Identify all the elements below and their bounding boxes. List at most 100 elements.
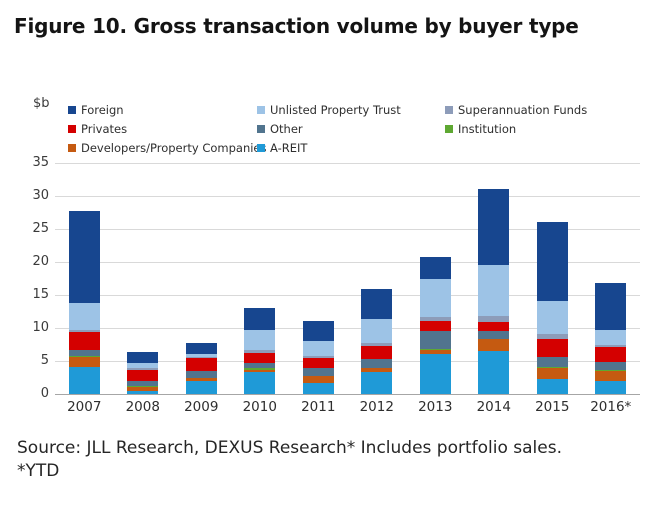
legend-item: Superannuation Funds [445, 100, 587, 119]
bar-segment [595, 330, 627, 346]
y-axis-unit-label: $b [33, 96, 50, 111]
bar-segment [244, 369, 276, 373]
bar-segment [68, 357, 100, 367]
bar-segment [244, 363, 276, 369]
bar-column-2008 [114, 163, 173, 394]
x-axis-tick-label: 2016* [590, 399, 632, 415]
bar-segment [302, 356, 334, 359]
bar-column-2007 [55, 163, 114, 394]
bar-segment [244, 349, 276, 354]
stacked-bar [244, 307, 276, 394]
bar-segment [536, 300, 568, 334]
stacked-bar [185, 342, 217, 394]
bar-segment [127, 390, 159, 394]
bar-segment [419, 279, 451, 318]
gridline [55, 361, 640, 362]
legend-item-label: Other [270, 121, 303, 136]
legend-swatch-icon [445, 124, 453, 133]
bar-segment [127, 363, 159, 369]
stacked-bar [478, 189, 510, 394]
bar-segment [419, 320, 451, 332]
bar-segment [302, 367, 334, 376]
bar-segment [536, 338, 568, 358]
legend-item: Privates [68, 119, 267, 138]
bar-segment [127, 386, 159, 387]
stacked-bar [361, 289, 393, 394]
bar-segment [68, 210, 100, 303]
legend-item-label: Unlisted Property Trust [270, 102, 401, 117]
x-axis-tick-label: 2012 [359, 399, 394, 415]
source-note: Source: JLL Research, DEXUS Research* In… [17, 437, 562, 483]
bar-segment [419, 331, 451, 350]
bar-segment [185, 342, 217, 354]
bar-segment [68, 302, 100, 331]
legend-item-label: Privates [81, 121, 128, 136]
bar-column-2014 [465, 163, 524, 394]
legend: Foreign Privates Developers/Property Compa… [0, 100, 650, 158]
legend-swatch-icon [68, 124, 76, 133]
bar-segment [595, 370, 627, 371]
bars-row [55, 163, 640, 394]
bar-segment [595, 380, 627, 394]
bar-segment [185, 370, 217, 378]
gridline [55, 328, 640, 329]
stacked-bar [419, 257, 451, 394]
bar-segment [361, 367, 393, 369]
x-axis-tick-label: 2015 [535, 399, 570, 415]
bar-segment [361, 318, 393, 343]
y-axis-tick-label: 35 [32, 155, 49, 170]
bar-segment [244, 368, 276, 370]
ytd-note: *YTD [17, 461, 60, 481]
legend-swatch-icon [257, 124, 265, 133]
bar-segment [595, 362, 627, 371]
gridline [55, 262, 640, 263]
y-axis-tick-label: 15 [32, 287, 49, 302]
plot-area: 0 5 10 15 20 25 30 35 [32, 155, 640, 401]
gridline [55, 295, 640, 296]
bar-column-2015 [523, 163, 582, 394]
bar-column-2011 [289, 163, 348, 394]
legend-swatch-icon [257, 143, 265, 152]
bar-segment [536, 221, 568, 301]
x-axis-tick-label: 2009 [184, 399, 219, 415]
bar-segment [419, 349, 451, 355]
bar-segment [361, 345, 393, 360]
bar-segment [478, 330, 510, 339]
bar-segment [361, 289, 393, 319]
bar-segment [536, 379, 568, 394]
bar-segment [127, 368, 159, 370]
bar-segment [478, 338, 510, 340]
legend-item: Institution [445, 119, 587, 138]
legend-column: Foreign Privates Developers/Property Compa… [68, 100, 267, 157]
bar-column-2016 [582, 163, 641, 394]
y-axis-tick-label: 30 [32, 188, 49, 203]
stacked-bar [127, 352, 159, 394]
legend-item: A-REIT [257, 138, 401, 157]
bar-segment [302, 376, 334, 383]
legend-item-label: Superannuation Funds [458, 102, 588, 117]
bar-segment [595, 283, 627, 331]
bar-segment [361, 359, 393, 368]
bar-segment [185, 353, 217, 358]
legend-item-label: Developers/Property Companies [81, 140, 267, 155]
bar-segment [68, 366, 100, 394]
legend-swatch-icon [445, 105, 453, 114]
y-axis-tick-label: 20 [32, 254, 49, 269]
bar-segment [595, 345, 627, 348]
bar-segment [419, 349, 451, 350]
bar-segment [536, 366, 568, 368]
bar-segment [419, 354, 451, 394]
bar-segment [478, 351, 510, 394]
bar-segment [302, 382, 334, 394]
bar-segment [361, 342, 393, 346]
gridline [55, 229, 640, 230]
legend-item-label: Institution [458, 121, 517, 136]
bar-segment [478, 265, 510, 316]
legend-swatch-icon [68, 105, 76, 114]
x-axis-tick-label: 2013 [418, 399, 453, 415]
bar-segment [244, 330, 276, 350]
bar-column-2012 [348, 163, 407, 394]
legend-item: Other [257, 119, 401, 138]
legend-item: Developers/Property Companies [68, 138, 267, 157]
